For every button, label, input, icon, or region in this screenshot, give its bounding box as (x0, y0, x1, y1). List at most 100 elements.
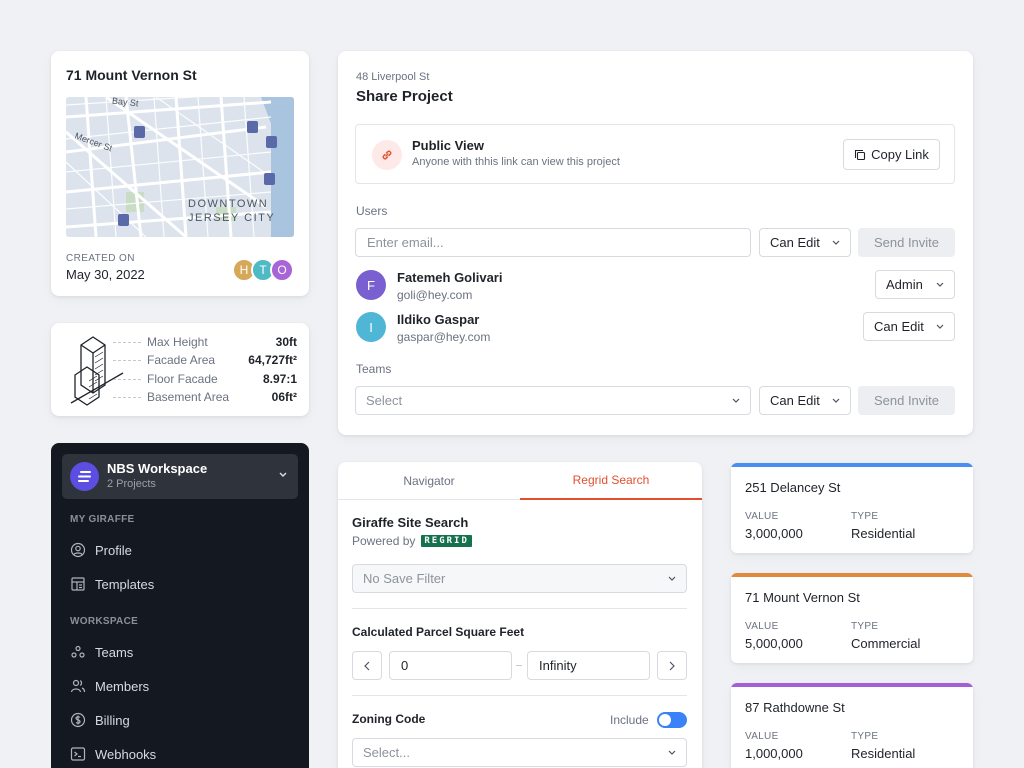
property-value: 3,000,000 (745, 526, 803, 541)
members-icon (70, 679, 86, 693)
chevron-down-icon (936, 324, 944, 329)
user-permission-select[interactable]: Can Edit (759, 228, 851, 257)
map-label-downtown: DOWNTOWN (188, 198, 269, 210)
users-label: Users (356, 204, 388, 218)
property-type: Commercial (851, 636, 921, 651)
terminal-icon (70, 747, 86, 761)
property-color-bar (731, 683, 973, 687)
sidebar-item-webhooks[interactable]: Webhooks (70, 746, 156, 762)
tab-bar: Navigator Regrid Search (338, 462, 702, 500)
sidebar-item-billing[interactable]: Billing (70, 712, 130, 728)
parcel-min-input[interactable]: 0 (389, 651, 512, 680)
type-label: TYPE (851, 731, 879, 742)
chevron-down-icon (668, 576, 676, 581)
map-label-jersey-city: JERSEY CITY (188, 212, 276, 224)
sidebar-item-templates[interactable]: Templates (70, 576, 154, 592)
dollar-icon (70, 712, 86, 728)
range-next-button[interactable] (657, 651, 687, 680)
user-role-select[interactable]: Admin (875, 270, 955, 299)
stat-label: Facade Area (147, 353, 216, 367)
user-row: I Ildiko Gaspar gaspar@hey.com (356, 312, 856, 344)
include-label: Include (610, 713, 649, 727)
project-card[interactable]: 71 Mount Vernon St (51, 51, 309, 296)
sidebar-item-label: Members (95, 678, 150, 694)
avatar[interactable]: O (270, 258, 294, 282)
range-separator (516, 665, 522, 666)
property-name: 71 Mount Vernon St (745, 590, 860, 605)
regrid-logo[interactable]: REGRID (421, 535, 472, 547)
chevron-down-icon (668, 750, 676, 755)
workspace-switcher[interactable]: NBS Workspace 2 Projects (62, 454, 298, 499)
avatar: F (356, 270, 386, 300)
tab-regrid-search[interactable]: Regrid Search (520, 462, 702, 500)
select-value: Select... (363, 745, 410, 760)
property-card[interactable]: 71 Mount Vernon St VALUE 5,000,000 TYPE … (731, 573, 973, 663)
sidebar-item-label: Webhooks (95, 746, 157, 762)
user-circle-icon (70, 542, 86, 558)
copy-link-button[interactable]: Copy Link (843, 139, 940, 170)
section-my-giraffe: MY GIRAFFE (70, 514, 135, 525)
stat-value: 30ft (275, 335, 297, 349)
stat-value: 64,727ft² (248, 353, 297, 367)
stat-row-basement-area: Basement Area 06ft² (113, 390, 297, 404)
created-label: CREATED ON (66, 253, 135, 264)
map-image (66, 97, 294, 237)
property-value: 5,000,000 (745, 636, 803, 651)
chevron-down-icon (832, 398, 840, 403)
email-input[interactable]: Enter email... (355, 228, 751, 257)
project-map[interactable]: Bay St Mercer St DOWNTOWN JERSEY CITY (66, 97, 294, 237)
user-row: F Fatemeh Golivari goli@hey.com (356, 270, 936, 302)
stat-label: Floor Facade (147, 372, 218, 386)
property-card[interactable]: 87 Rathdowne St VALUE 1,000,000 TYPE Res… (731, 683, 973, 768)
user-name: Fatemeh Golivari (397, 270, 503, 285)
sidebar-item-label: Teams (95, 644, 134, 660)
chevron-down-icon (732, 398, 740, 403)
select-value: Can Edit (874, 319, 924, 334)
type-label: TYPE (851, 511, 879, 522)
dialog-title: Share Project (356, 88, 453, 105)
sidebar-item-members[interactable]: Members (70, 678, 149, 694)
site-search-panel: Navigator Regrid Search Giraffe Site Sea… (338, 462, 702, 768)
sidebar-item-label: Profile (95, 542, 132, 558)
value-label: VALUE (745, 731, 779, 742)
divider (352, 608, 687, 609)
property-name: 87 Rathdowne St (745, 700, 845, 715)
stat-row-max-height: Max Height 30ft (113, 335, 297, 349)
teams-label: Teams (356, 362, 392, 376)
teams-select[interactable]: Select (355, 386, 751, 415)
team-permission-select[interactable]: Can Edit (759, 386, 851, 415)
avatar: I (356, 312, 386, 342)
property-type: Residential (851, 526, 916, 541)
select-value: Can Edit (770, 393, 820, 408)
stat-value: 06ft² (271, 390, 297, 404)
template-icon (71, 577, 85, 591)
value-label: VALUE (745, 511, 779, 522)
teams-icon (71, 645, 85, 658)
tab-navigator[interactable]: Navigator (403, 474, 455, 488)
range-prev-button[interactable] (352, 651, 382, 680)
saved-filter-select[interactable]: No Save Filter (352, 564, 687, 593)
powered-by: Powered by REGRID (352, 534, 472, 548)
include-toggle[interactable] (657, 712, 687, 728)
sidebar-item-profile[interactable]: Profile (70, 542, 132, 558)
share-project-dialog: 48 Liverpool St Share Project Public Vie… (338, 51, 973, 435)
property-card[interactable]: 251 Delancey St VALUE 3,000,000 TYPE Res… (731, 463, 973, 553)
team-send-invite-button[interactable]: Send Invite (858, 386, 955, 415)
search-title: Giraffe Site Search (352, 515, 469, 530)
parcel-max-input[interactable]: Infinity (527, 651, 650, 680)
stat-label: Basement Area (147, 390, 230, 404)
property-name: 251 Delancey St (745, 480, 841, 495)
select-value: Select (366, 393, 403, 408)
user-role-select[interactable]: Can Edit (863, 312, 955, 341)
user-email: goli@hey.com (397, 288, 473, 302)
user-name: Ildiko Gaspar (397, 312, 480, 327)
sidebar-item-label: Templates (95, 576, 155, 592)
chevron-down-icon (832, 240, 840, 245)
send-invite-button[interactable]: Send Invite (858, 228, 955, 257)
public-view-description: Anyone with thhis link can view this pro… (412, 156, 620, 168)
zoning-code-select[interactable]: Select... (352, 738, 687, 767)
sidebar-item-teams[interactable]: Teams (70, 644, 133, 660)
project-title: 71 Mount Vernon St (66, 67, 197, 83)
property-color-bar (731, 573, 973, 577)
avatar-group[interactable]: H T O (232, 258, 294, 282)
